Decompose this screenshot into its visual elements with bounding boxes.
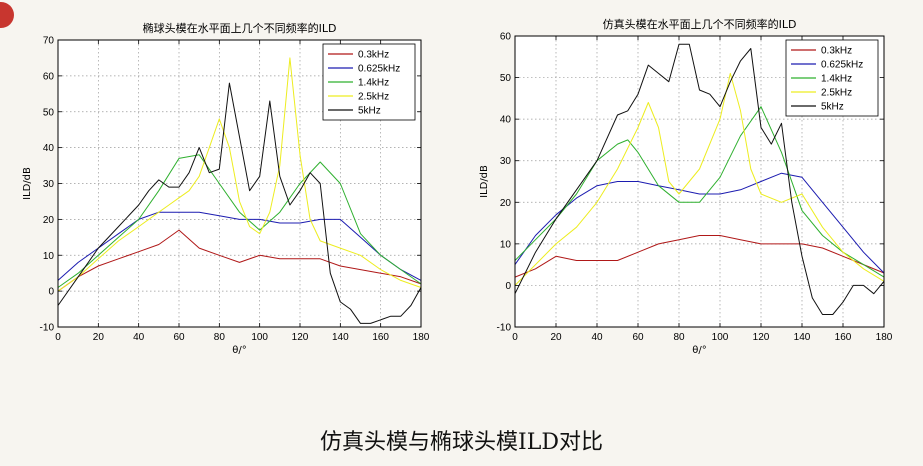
x-tick-label: 180	[876, 332, 893, 343]
x-tick-label: 60	[632, 332, 644, 343]
y-tick-label: 0	[505, 281, 511, 292]
chart-simulated-ild: 0 20 40 60 80 100 120 140 160 180-100102030405060…	[479, 17, 893, 356]
y-tick-label: 20	[43, 215, 55, 226]
series-line-0.3kHz	[514, 235, 885, 278]
x-tick-label: 20	[550, 332, 562, 343]
x-tick-label: 100	[251, 332, 268, 343]
y-tick-label: 20	[500, 198, 512, 209]
x-axis-label: θ/°	[232, 345, 247, 356]
series-line-0.625kHz	[57, 211, 422, 281]
chart-title: 仿真头模在水平面上几个不同频率的ILD	[603, 17, 797, 31]
x-tick-label: 0	[512, 332, 518, 343]
y-tick-label: -10	[497, 323, 512, 334]
series-line-2.5kHz	[57, 57, 422, 292]
legend-label: 5kHz	[821, 102, 844, 113]
y-tick-label: 10	[43, 251, 55, 262]
x-axis-label: θ/°	[692, 345, 707, 356]
x-tick-label: 60	[173, 332, 185, 343]
y-tick-label: 50	[43, 107, 55, 118]
x-tick-label: 80	[214, 332, 226, 343]
x-tick-label: 0	[55, 332, 61, 343]
x-tick-label: 20	[93, 332, 105, 343]
legend-label: 5kHz	[358, 106, 381, 117]
chart-title: 椭球头模在水平面上几个不同频率的ILD	[143, 21, 337, 35]
y-tick-label: 40	[500, 115, 512, 126]
x-tick-label: 120	[753, 332, 770, 343]
x-tick-label: 100	[712, 332, 729, 343]
y-tick-label: 40	[43, 143, 55, 154]
y-tick-label: 50	[500, 73, 512, 84]
chart-ellipsoid-ild: 0 20 40 60 80 100 120 140 160 180-100102030405060…	[22, 21, 430, 356]
legend-box	[785, 39, 879, 117]
series-line-1.4kHz	[514, 106, 885, 278]
slide-accent-dot	[0, 2, 14, 28]
y-tick-label: 0	[48, 287, 54, 298]
y-axis-label: ILD/dB	[22, 167, 33, 200]
x-tick-label: 80	[673, 332, 685, 343]
x-tick-label: 180	[413, 332, 430, 343]
y-tick-label: 60	[43, 71, 55, 82]
y-tick-label: 30	[500, 156, 512, 167]
series-line-2.5kHz	[514, 72, 885, 286]
x-tick-label: 40	[133, 332, 145, 343]
series-line-0.3kHz	[57, 229, 422, 292]
x-tick-label: 120	[292, 332, 309, 343]
legend-label: 1.4kHz	[358, 78, 389, 89]
legend-label: 0.3kHz	[821, 46, 852, 57]
x-tick-label: 160	[372, 332, 389, 343]
legend-label: 0.625kHz	[821, 60, 863, 71]
y-tick-label: -10	[40, 323, 55, 334]
slide-caption: 仿真头模与椭球头模ILD对比	[320, 430, 603, 455]
x-tick-label: 160	[835, 332, 852, 343]
y-tick-label: 70	[43, 36, 55, 47]
y-tick-label: 60	[500, 32, 512, 43]
legend-label: 2.5kHz	[821, 88, 852, 99]
x-tick-label: 140	[332, 332, 349, 343]
axes-box	[514, 35, 885, 328]
y-tick-label: 10	[500, 239, 512, 250]
x-tick-label: 40	[591, 332, 603, 343]
legend-label: 0.625kHz	[358, 64, 400, 75]
series-line-1.4kHz	[57, 154, 422, 288]
y-tick-label: 30	[43, 179, 55, 190]
series-line-5kHz	[514, 43, 885, 315]
legend-label: 0.3kHz	[358, 50, 389, 61]
series-line-0.625kHz	[514, 172, 885, 274]
y-axis-label: ILD/dB	[479, 165, 490, 198]
legend-label: 1.4kHz	[821, 74, 852, 85]
series-line-5kHz	[57, 82, 422, 324]
x-tick-label: 140	[794, 332, 811, 343]
legend-label: 2.5kHz	[358, 92, 389, 103]
